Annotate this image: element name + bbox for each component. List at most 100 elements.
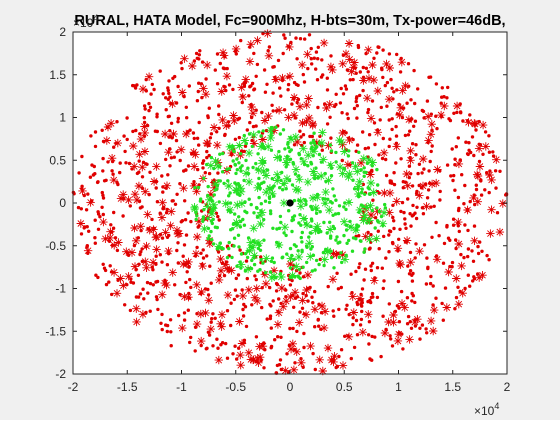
data-point-534 [339, 348, 344, 352]
data-asterisk-1212 [219, 51, 229, 60]
data-point-849 [412, 68, 416, 73]
data-asterisk-1281 [328, 275, 338, 284]
data-point-238 [153, 129, 158, 133]
data-asterisk-1922 [209, 204, 218, 213]
data-asterisk-1985 [362, 203, 371, 212]
data-point-139 [460, 173, 464, 177]
data-asterisk-1231 [473, 197, 482, 206]
data-point-1709 [195, 214, 199, 218]
data-asterisk-1968 [325, 205, 334, 215]
data-point-412 [259, 255, 263, 259]
data-asterisk-1161 [478, 271, 487, 280]
data-asterisk-1901 [344, 198, 354, 207]
data-asterisk-1970 [279, 198, 289, 208]
data-point-77 [285, 352, 289, 356]
data-asterisk-1239 [475, 273, 484, 282]
data-point-983 [451, 217, 456, 221]
data-asterisk-1976 [340, 217, 349, 226]
data-point-244 [169, 344, 173, 348]
data-asterisk-1321 [338, 140, 347, 149]
data-point-286 [394, 124, 398, 129]
data-asterisk-1928 [291, 132, 300, 142]
data-point-1509 [328, 220, 332, 224]
y-tick-label: 0.5 [49, 153, 66, 167]
data-point-176 [279, 94, 283, 98]
data-point-625 [155, 297, 159, 302]
data-asterisk-1241 [295, 102, 305, 111]
data-point-1091 [214, 211, 219, 215]
data-point-584 [233, 344, 237, 348]
data-asterisk-1417 [396, 103, 405, 112]
data-point-198 [390, 240, 395, 245]
data-point-1024 [366, 107, 371, 112]
data-point-1055 [308, 285, 312, 290]
data-asterisk-1131 [192, 187, 201, 196]
data-point-214 [384, 173, 389, 178]
data-point-738 [315, 78, 320, 82]
data-point-1074 [376, 45, 380, 49]
data-point-1049 [373, 335, 377, 339]
data-point-882 [255, 62, 260, 67]
data-point-1582 [232, 244, 236, 248]
data-point-992 [271, 299, 275, 303]
data-point-1760 [305, 245, 309, 249]
data-asterisk-1940 [286, 134, 296, 144]
data-point-822 [340, 158, 344, 163]
data-point-499 [411, 294, 415, 298]
data-point-259 [447, 117, 451, 121]
data-point-952 [250, 138, 254, 143]
data-point-577 [463, 183, 467, 188]
data-asterisk-1250 [282, 297, 291, 306]
data-point-791 [442, 241, 447, 246]
data-point-1778 [262, 217, 266, 222]
data-point-657 [373, 142, 377, 147]
x-tick-label: 0 [287, 380, 294, 394]
data-point-501 [215, 130, 219, 134]
data-point-656 [422, 167, 426, 171]
data-point-895 [115, 120, 119, 124]
data-point-603 [360, 287, 365, 291]
data-point-566 [318, 134, 322, 138]
data-asterisk-1367 [119, 190, 128, 199]
data-point-1518 [284, 233, 288, 238]
data-asterisk-1263 [106, 227, 115, 236]
data-point-973 [428, 75, 433, 79]
data-asterisk-2011 [368, 158, 377, 167]
data-asterisk-1955 [320, 199, 330, 208]
data-point-617 [136, 236, 140, 240]
data-point-281 [176, 241, 180, 245]
data-point-480 [350, 291, 354, 295]
data-asterisk-1143 [188, 61, 197, 71]
data-point-762 [187, 84, 191, 88]
data-point-1636 [285, 252, 289, 256]
data-point-661 [403, 217, 407, 221]
data-point-23 [413, 300, 417, 305]
data-asterisk-1197 [402, 169, 411, 179]
data-point-811 [362, 278, 366, 282]
data-asterisk-1969 [311, 203, 320, 213]
data-asterisk-1395 [197, 336, 206, 346]
data-point-933 [355, 116, 359, 120]
data-asterisk-1432 [190, 162, 199, 171]
y-tick-label: -1 [55, 282, 66, 296]
data-point-766 [351, 322, 355, 327]
data-asterisk-2015 [296, 196, 305, 206]
data-point-637 [454, 238, 458, 242]
data-point-241 [369, 264, 373, 268]
data-point-828 [377, 247, 381, 251]
data-asterisk-1158 [260, 270, 269, 279]
data-asterisk-1914 [360, 211, 369, 220]
data-asterisk-1136 [227, 266, 236, 275]
data-asterisk-1375 [109, 175, 118, 185]
data-point-957 [175, 248, 179, 253]
data-point-910 [96, 227, 101, 231]
data-asterisk-1289 [273, 320, 283, 329]
data-asterisk-1302 [174, 229, 184, 238]
data-point-112 [385, 80, 390, 85]
data-asterisk-1410 [136, 134, 146, 144]
data-point-148 [140, 247, 144, 251]
data-asterisk-1133 [264, 51, 274, 60]
data-point-1473 [268, 209, 273, 213]
data-point-218 [328, 115, 332, 120]
data-point-634 [184, 233, 189, 237]
